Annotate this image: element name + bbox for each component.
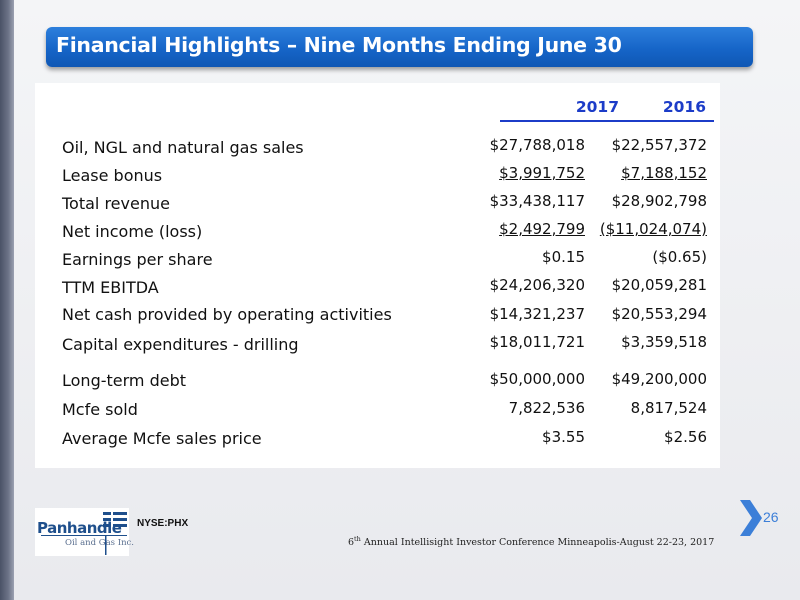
- cell-2016: $20,553,294: [611, 305, 707, 323]
- row-label: Total revenue: [62, 194, 170, 213]
- row-label: Mcfe sold: [62, 400, 138, 419]
- financial-table: 2017 2016 Oil, NGL and natural gas sales…: [35, 83, 720, 468]
- row-label: Average Mcfe sales price: [62, 429, 262, 448]
- cell-2016: $7,188,152: [577, 164, 707, 182]
- column-header-2017: 2017: [575, 98, 619, 116]
- cell-2017: 7,822,536: [508, 399, 585, 417]
- cell-2016: $28,902,798: [611, 192, 707, 210]
- conference-footer: 6th Annual Intellisight Investor Confere…: [348, 535, 714, 548]
- company-logo: Panhandle Oil and Gas Inc.: [35, 508, 134, 556]
- cell-2016-value: ($11,024,074): [599, 220, 707, 238]
- cell-2017: $18,011,721: [489, 333, 585, 351]
- row-label: Earnings per share: [62, 250, 213, 269]
- footer-text: Annual Intellisight Investor Conference …: [360, 537, 715, 549]
- row-label: Capital expenditures - drilling: [62, 335, 299, 354]
- row-label: Oil, NGL and natural gas sales: [62, 138, 304, 157]
- cell-2017: $0.15: [542, 248, 585, 266]
- cell-2016: ($0.65): [652, 248, 707, 266]
- cell-2017: $3,991,752: [455, 164, 585, 182]
- cell-2017-value: $2,492,799: [499, 220, 585, 238]
- cell-2017-value: $3,991,752: [499, 164, 585, 182]
- slide-title: Financial Highlights – Nine Months Endin…: [56, 33, 622, 57]
- ticker-label: NYSE:PHX: [137, 518, 189, 529]
- cell-2017: $27,788,018: [489, 136, 585, 154]
- logo-name: Panhandle: [37, 519, 122, 537]
- row-label: Net income (loss): [62, 222, 203, 241]
- header-underline: [500, 120, 714, 122]
- chevron-right-icon: [738, 500, 762, 540]
- cell-2016: $20,059,281: [611, 276, 707, 294]
- cell-2017: $2,492,799: [455, 220, 585, 238]
- cell-2016: $22,557,372: [611, 136, 707, 154]
- logo-subtitle: Oil and Gas Inc.: [65, 538, 135, 548]
- row-label: Net cash provided by operating activitie…: [62, 305, 392, 324]
- column-header-2016: 2016: [662, 98, 706, 116]
- cell-2016: $49,200,000: [611, 370, 707, 388]
- cell-2016: ($11,024,074): [577, 220, 707, 238]
- cell-2017: $33,438,117: [489, 192, 585, 210]
- cell-2017: $14,321,237: [489, 305, 585, 323]
- cell-2016: $2.56: [664, 428, 707, 446]
- title-bar: Financial Highlights – Nine Months Endin…: [46, 27, 753, 67]
- cell-2017: $50,000,000: [489, 370, 585, 388]
- footer-ordinal: 6: [348, 537, 355, 549]
- row-label: Lease bonus: [62, 166, 163, 185]
- footer-ordinal-suffix: th: [354, 535, 361, 543]
- cell-2016: 8,817,524: [630, 399, 707, 417]
- left-edge-strip: [0, 0, 14, 600]
- cell-2016: $3,359,518: [621, 333, 707, 351]
- cell-2017: $3.55: [542, 428, 585, 446]
- cell-2016-value: $7,188,152: [621, 164, 707, 182]
- row-label: TTM EBITDA: [62, 278, 159, 297]
- row-label: Long-term debt: [62, 371, 187, 390]
- page-number: 26: [763, 509, 779, 525]
- cell-2017: $24,206,320: [489, 276, 585, 294]
- logo-graphic: [41, 512, 127, 555]
